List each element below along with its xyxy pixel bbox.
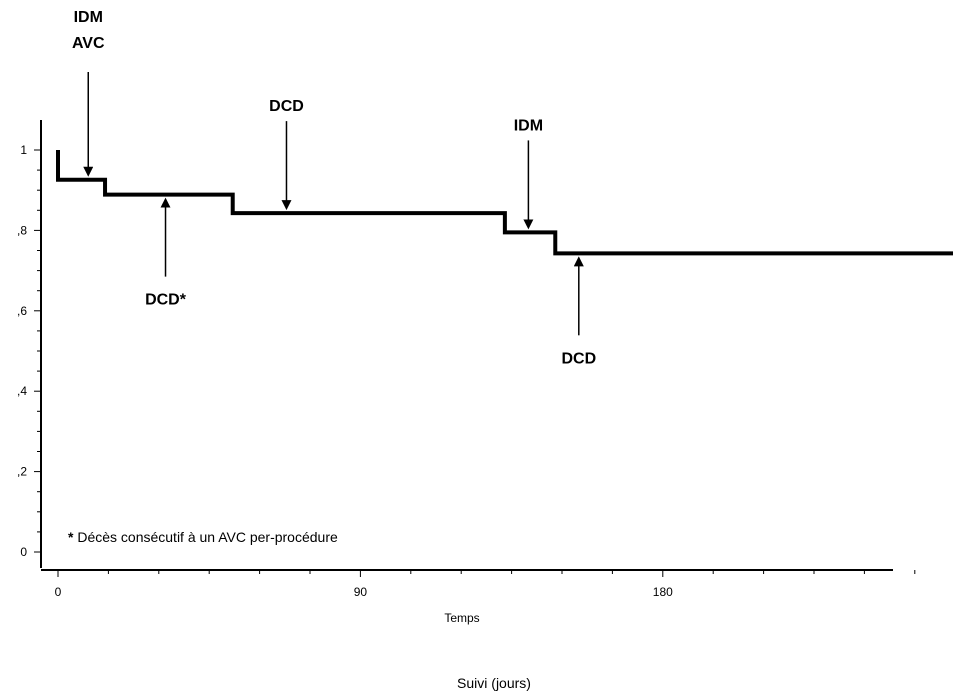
- footnote: * Décès consécutif à un AVC per-procédur…: [68, 529, 338, 545]
- y-tick-label: 1: [20, 143, 27, 157]
- event-label: IDM: [514, 117, 543, 134]
- footnote-marker: *: [68, 529, 74, 545]
- event-label: AVC: [72, 35, 105, 52]
- y-tick-label: ,6: [17, 304, 27, 318]
- x-tick-label: 180: [653, 585, 673, 599]
- y-tick-label: ,2: [17, 465, 27, 479]
- x-tick-label: 0: [55, 585, 62, 599]
- event-label: DCD: [269, 98, 304, 115]
- axes: 0,2,4,6,81090180270360450540630720: [17, 120, 916, 599]
- x-axis-label: Temps: [444, 611, 479, 625]
- survival-curve: [56, 150, 953, 256]
- y-tick-label: ,8: [17, 223, 27, 237]
- event-label: DCD: [561, 350, 596, 367]
- survival-step-line: [56, 150, 953, 256]
- event-label: DCD*: [145, 292, 187, 309]
- chart-caption: Suivi (jours): [457, 675, 531, 691]
- x-tick-label: 90: [354, 585, 368, 599]
- y-tick-label: ,4: [17, 384, 27, 398]
- y-tick-label: 0: [20, 545, 27, 559]
- event-label: IDM: [74, 9, 103, 26]
- footnote-text: Décès consécutif à un AVC per-procédure: [73, 529, 338, 545]
